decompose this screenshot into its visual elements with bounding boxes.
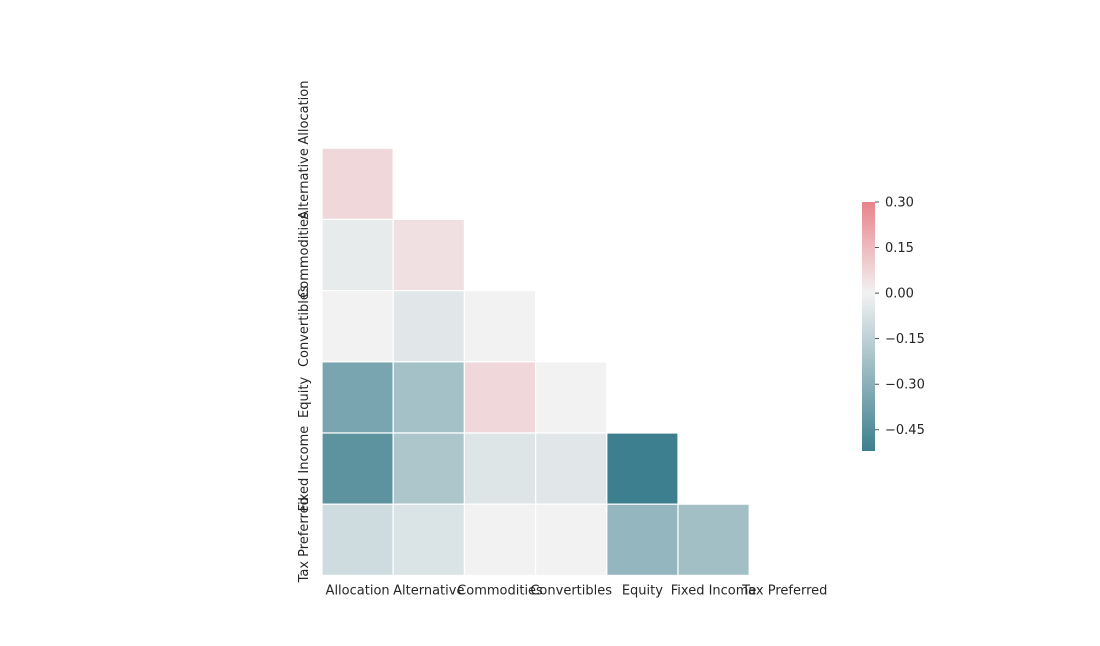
y-tick-labels: Allocation AlternativeCommoditiesConverti… bbox=[297, 81, 312, 584]
heatmap-cell-3-0 bbox=[321, 290, 394, 363]
colorbar-gradient bbox=[862, 202, 875, 451]
heatmap-cell-5-2 bbox=[463, 432, 537, 505]
x-tick-label: Allocation bbox=[326, 583, 390, 598]
heatmap-cell-5-0 bbox=[321, 432, 394, 505]
x-tick-label: Alternative bbox=[393, 583, 464, 598]
colorbar-tick-label: −0.30 bbox=[885, 378, 925, 393]
x-tick-label: Equity bbox=[622, 583, 663, 598]
colorbar-tick-label: −0.15 bbox=[885, 332, 925, 347]
heatmap-cell-6-1 bbox=[392, 503, 466, 577]
y-tick-label: Alternative bbox=[297, 148, 312, 219]
colorbar-tick-label: 0.00 bbox=[885, 287, 914, 302]
heatmap-cell-6-4 bbox=[606, 503, 679, 577]
colorbar-ticks: 0.30 0.15 0.00 −0.15 −0.30 −0.45 bbox=[875, 196, 925, 438]
heatmap-cell-5-3 bbox=[534, 432, 608, 505]
y-tick-label: Fixed Income bbox=[297, 426, 312, 512]
colorbar-tick-label: −0.45 bbox=[885, 423, 925, 438]
y-tick-label: Allocation bbox=[297, 81, 312, 145]
heatmap-cell-4-3 bbox=[534, 361, 608, 434]
heatmap-cell-4-0 bbox=[321, 361, 394, 434]
heatmap-cell-4-2 bbox=[463, 361, 537, 434]
heatmap-cell-6-3 bbox=[534, 503, 608, 577]
colorbar: 0.30 0.15 0.00 −0.15 −0.30 −0.45 bbox=[862, 196, 925, 451]
colorbar-tick-label: 0.30 bbox=[885, 196, 914, 211]
x-tick-label: Fixed Income bbox=[671, 583, 757, 598]
colorbar-tick-label: 0.15 bbox=[885, 241, 914, 256]
heatmap-cell-1-0 bbox=[321, 147, 394, 220]
y-tick-label: Equity bbox=[297, 377, 312, 418]
x-tick-labels: Allocation AlternativeCommoditiesConverti… bbox=[326, 583, 828, 598]
heatmap-cell-6-5 bbox=[677, 503, 750, 577]
heatmap-cell-2-1 bbox=[392, 218, 466, 292]
heatmap-cell-4-1 bbox=[392, 361, 466, 434]
x-tick-label: Tax Preferred bbox=[741, 583, 827, 598]
heatmap-cell-5-4 bbox=[606, 432, 679, 505]
x-tick-label: Convertibles bbox=[530, 583, 612, 598]
heatmap-cell-2-0 bbox=[321, 218, 394, 292]
y-tick-label: Convertibles bbox=[297, 285, 312, 367]
heatmap-cell-3-2 bbox=[463, 290, 537, 363]
y-tick-label: Tax Preferred bbox=[297, 497, 312, 583]
heatmap-cell-6-0 bbox=[321, 503, 394, 577]
x-tick-label: Commodities bbox=[457, 583, 543, 598]
heatmap-cell-6-2 bbox=[463, 503, 537, 577]
y-tick-label: Commodities bbox=[297, 212, 312, 298]
heatmap-cells bbox=[321, 147, 750, 577]
heatmap-cell-5-1 bbox=[392, 432, 466, 505]
heatmap-cell-3-1 bbox=[392, 290, 466, 363]
